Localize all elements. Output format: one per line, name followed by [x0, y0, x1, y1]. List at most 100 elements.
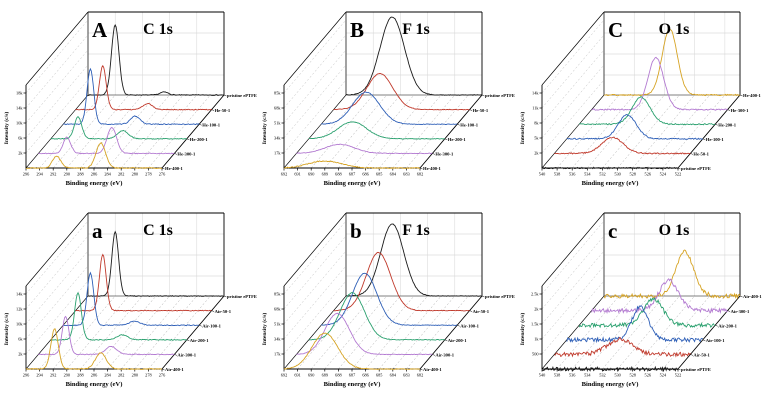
- panel-c-title: O 1s: [659, 222, 690, 239]
- series-label-leader: [419, 167, 423, 170]
- series-label-leader: [481, 295, 485, 298]
- wall-gridline: [25, 265, 89, 340]
- series-label-leader: [199, 324, 202, 327]
- series-label: He-300-1: [435, 152, 454, 157]
- x-tick-label: 532: [599, 373, 605, 378]
- y-tick-label: 34k: [274, 337, 281, 342]
- floor-gridline: [556, 94, 620, 169]
- floor-gridline: [107, 295, 170, 370]
- y-tick-label: 85k: [274, 292, 281, 297]
- floor-gridline: [572, 295, 635, 370]
- series-label-leader: [174, 354, 177, 356]
- floor-gridline: [556, 295, 620, 370]
- x-tick-label: 288: [77, 172, 83, 177]
- wall-gridline: [541, 265, 605, 340]
- series-label-leader: [223, 295, 227, 298]
- x-tick-label: 294: [36, 172, 43, 177]
- wall-gridline: [25, 49, 89, 124]
- x-tick-label: 682: [417, 172, 423, 177]
- wall-gridline: [541, 64, 605, 139]
- axis-frame: [161, 295, 225, 370]
- axis-frame: [283, 11, 347, 86]
- x-tick-label: 686: [362, 172, 369, 177]
- panel-B-title: F 1s: [402, 21, 429, 38]
- y-tick-label: 68k: [274, 106, 281, 111]
- series-label: Air-300-1: [731, 309, 750, 314]
- x-tick-label: 540: [539, 172, 545, 177]
- x-tick-label: 687: [349, 172, 356, 177]
- series-label-leader: [739, 295, 743, 298]
- panel-A-yaxis-label: Intensity (c/s): [3, 112, 10, 145]
- y-tick-label: 14k: [532, 91, 539, 96]
- series-label-leader: [677, 368, 681, 371]
- panel-C-xaxis-label: Binding energy (eV): [582, 180, 639, 187]
- axis-frame: [677, 295, 741, 370]
- panel-C-title: O 1s: [659, 21, 690, 38]
- floor-gridline: [148, 295, 211, 370]
- x-tick-label: 534: [584, 373, 591, 378]
- wall-gridline: [283, 49, 347, 124]
- x-tick-label: 536: [569, 172, 576, 177]
- axis-frame: [161, 94, 225, 169]
- y-tick-label: 14k: [16, 106, 23, 111]
- y-tick-label: 1k: [534, 337, 539, 342]
- series-curve-He-50-1: [554, 136, 691, 155]
- x-tick-label: 534: [584, 172, 591, 177]
- floor-gridline: [134, 94, 197, 169]
- x-tick-label: 284: [104, 373, 111, 378]
- series-label: Air-300-1: [435, 353, 454, 358]
- x-tick-label: 683: [403, 373, 409, 378]
- x-tick-label: 292: [50, 172, 56, 177]
- axis-frame: [25, 212, 89, 287]
- series-label-leader: [211, 310, 215, 312]
- x-tick-label: 540: [539, 373, 545, 378]
- series-curve-Air-50-1: [75, 253, 212, 312]
- wall-gridline: [25, 250, 89, 325]
- x-tick-label: 692: [281, 172, 287, 177]
- y-tick-label: 12k: [16, 307, 23, 312]
- panel-b-title: F 1s: [402, 222, 429, 239]
- series-label: pristine ePTFE: [681, 166, 711, 171]
- x-tick-label: 290: [64, 172, 70, 177]
- axis-frame: [541, 11, 605, 86]
- panel-c-plot: 540 538 536 534 532 530 528 526 524 522 2.5k 2k 1.5k…: [519, 212, 762, 388]
- series-curve-Air-100-1: [566, 304, 704, 344]
- x-tick-label: 522: [675, 172, 681, 177]
- series-label-leader: [739, 94, 743, 97]
- series-label: Air-400-1: [165, 367, 184, 372]
- floor-gridline: [93, 295, 157, 370]
- floor-gridline: [107, 94, 170, 169]
- x-tick-label: 691: [294, 373, 300, 378]
- floor-gridline: [134, 295, 197, 370]
- series-curve-Air-400-1: [283, 332, 421, 370]
- floor-gridline: [80, 94, 143, 169]
- series-curve-He-200-1: [50, 115, 187, 140]
- series-label-leader: [174, 153, 177, 155]
- series-label: Air-400-1: [423, 367, 442, 372]
- series-label-leader: [444, 339, 448, 342]
- series-curve-He-50-1: [333, 73, 470, 111]
- series-label: Air-100-1: [706, 338, 725, 343]
- floor-gridline: [351, 94, 415, 169]
- x-tick-label: 284: [104, 172, 111, 177]
- series-label-leader: [186, 138, 190, 141]
- x-tick-label: 526: [645, 172, 652, 177]
- axis-frame: [541, 94, 605, 169]
- series-curve-Air-50-1: [554, 336, 691, 358]
- floor-gridline: [587, 295, 650, 370]
- series-curve-pristine ePTFE: [541, 166, 679, 170]
- wall-gridline: [25, 235, 89, 310]
- series-label: pristine ePTFE: [485, 93, 515, 98]
- y-tick-label: 51k: [274, 322, 281, 327]
- series-label-leader: [199, 123, 202, 126]
- axis-frame: [283, 212, 347, 287]
- axis-frame: [283, 94, 347, 169]
- floor-gridline: [379, 295, 442, 370]
- y-tick-label: 18k: [16, 91, 23, 96]
- x-tick-label: 689: [322, 373, 328, 378]
- y-tick-label: 17k: [274, 151, 281, 156]
- series-label: He-50-1: [693, 152, 709, 157]
- series-label: Air-200-1: [718, 323, 737, 328]
- x-tick-label: 689: [322, 172, 328, 177]
- x-tick-label: 276: [159, 172, 166, 177]
